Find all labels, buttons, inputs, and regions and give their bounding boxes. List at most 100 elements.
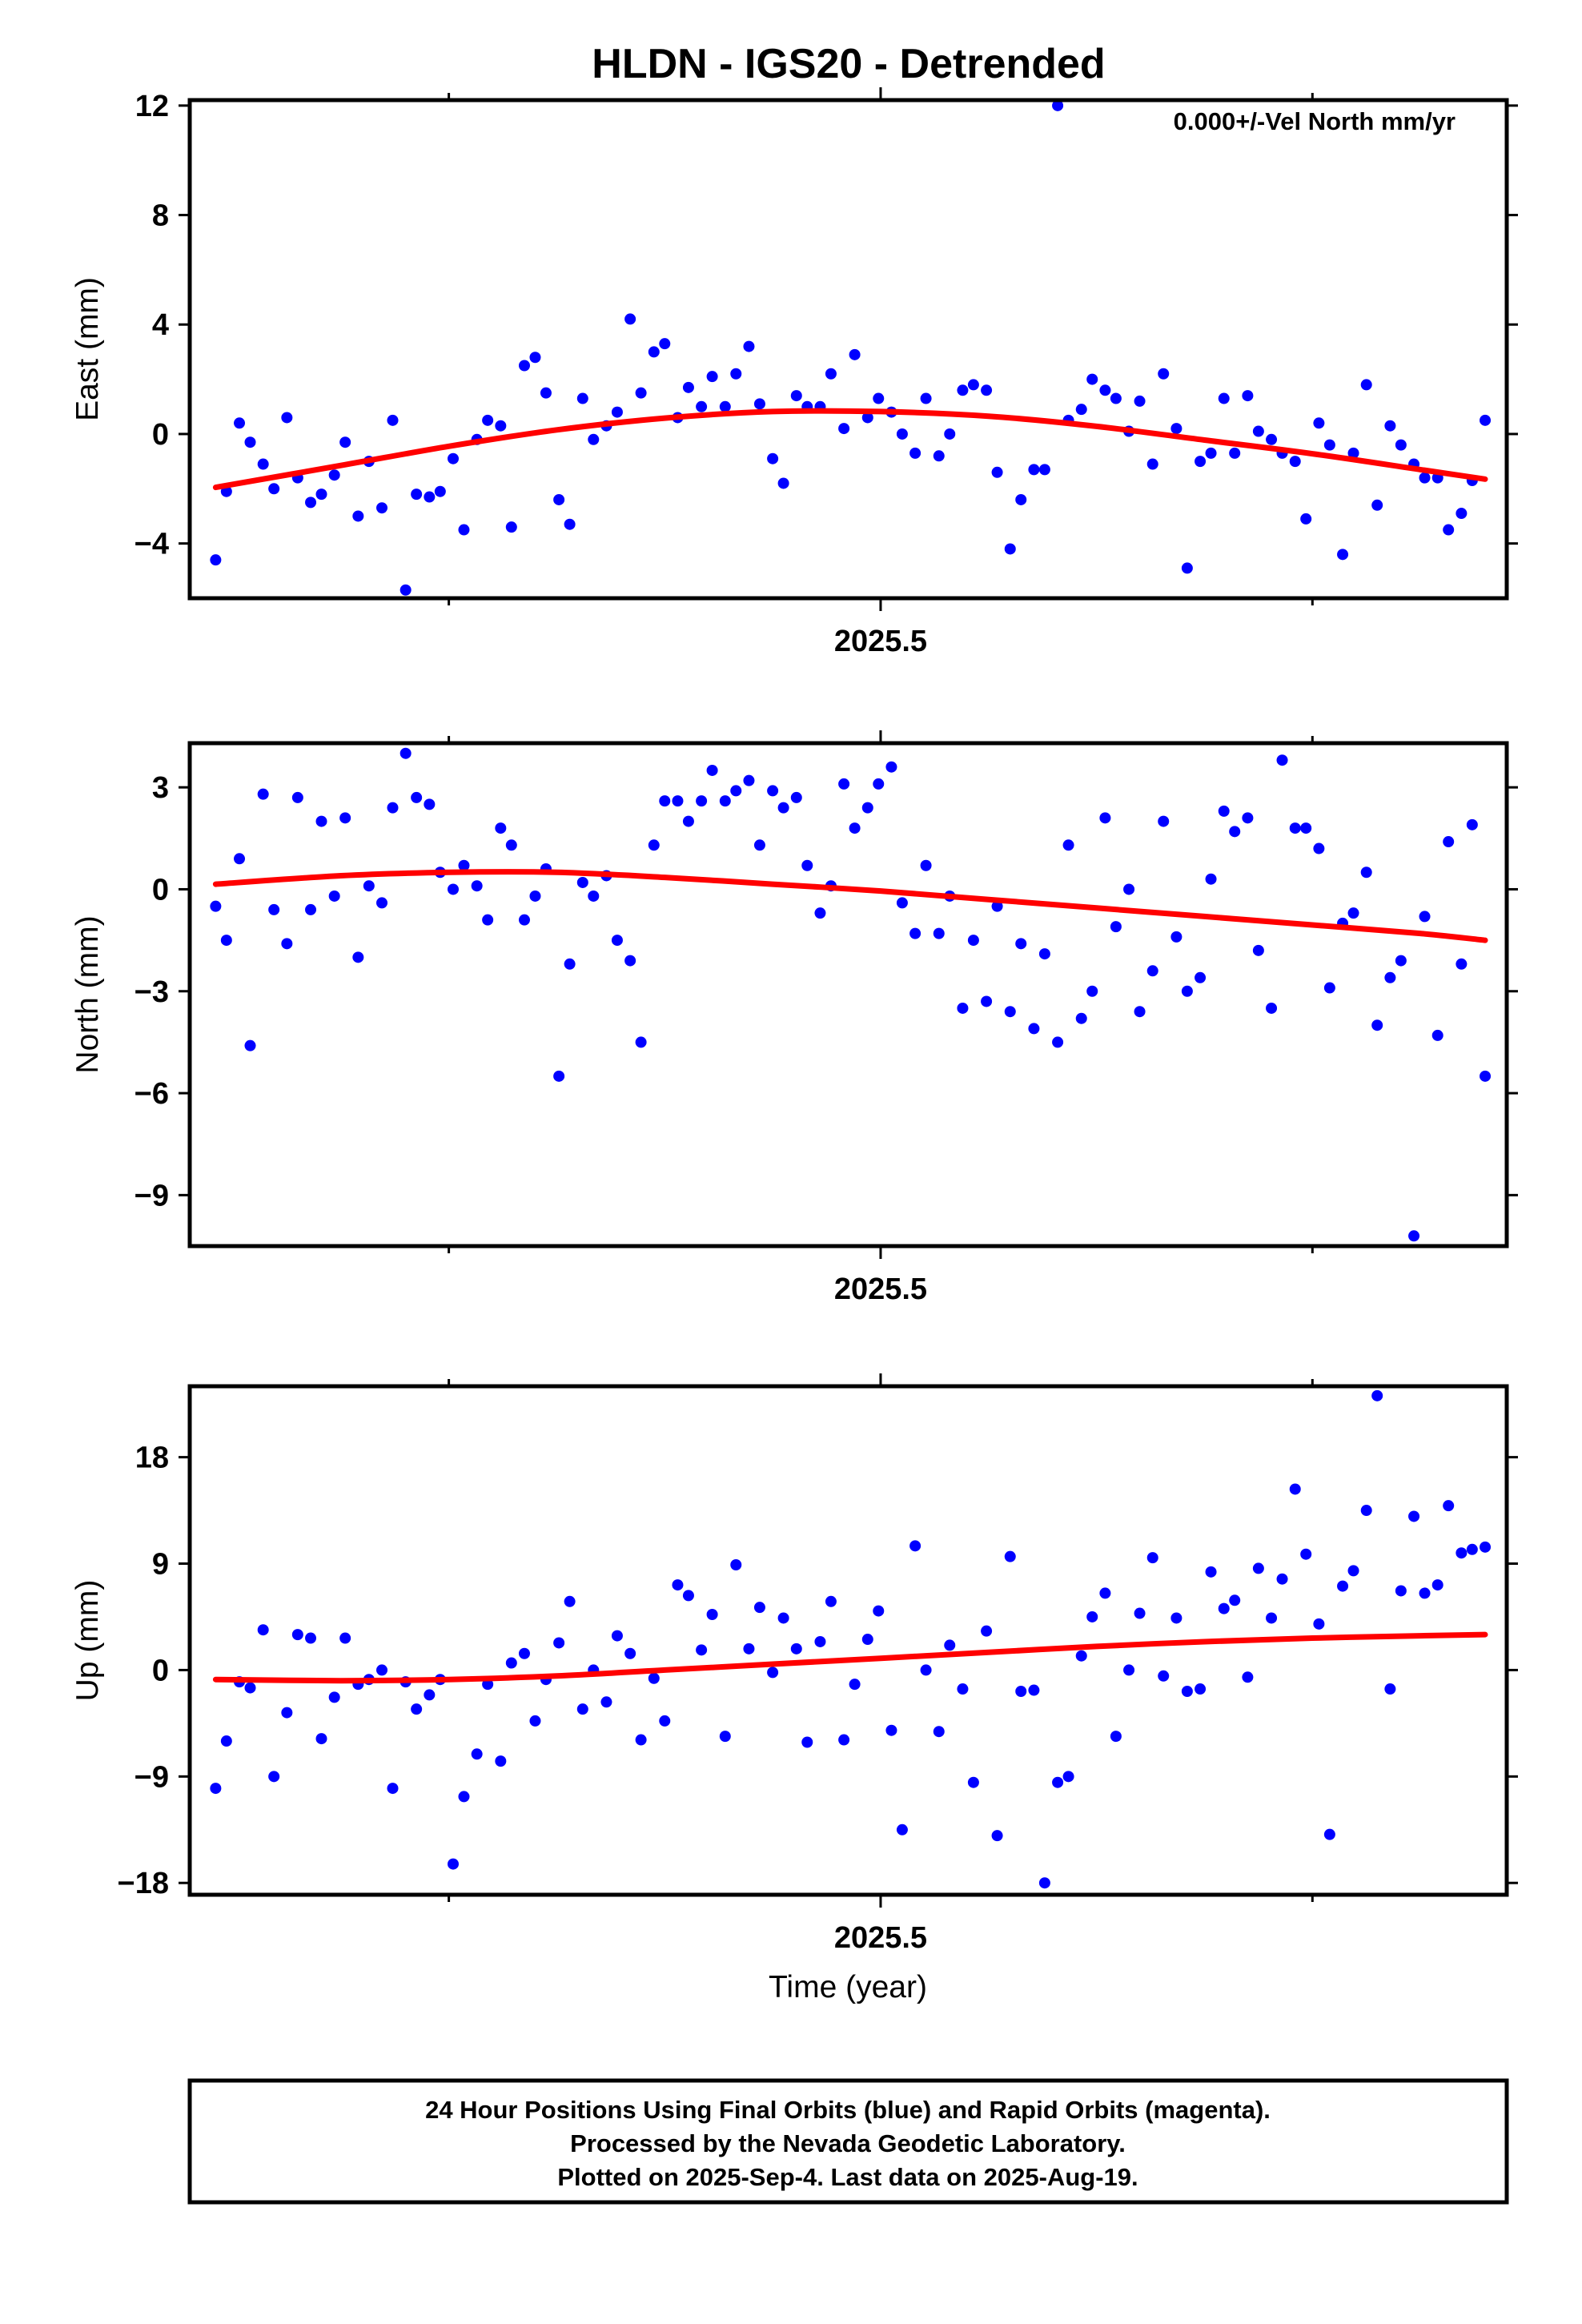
footer-line-2: Processed by the Nevada Geodetic Laborat… — [570, 2129, 1126, 2157]
east-point-70 — [1038, 464, 1050, 476]
up-point-39 — [672, 1579, 684, 1591]
up-point-42 — [706, 1609, 718, 1621]
north-point-89 — [1266, 1002, 1278, 1014]
north-ytick-label-1: −6 — [135, 1077, 169, 1111]
east-point-93 — [1313, 417, 1325, 429]
north-point-80 — [1158, 815, 1170, 827]
north-point-99 — [1384, 971, 1396, 983]
north-point-94 — [1323, 982, 1335, 994]
east-point-21 — [458, 524, 470, 536]
north-point-60 — [920, 859, 932, 871]
north-point-29 — [553, 1070, 565, 1082]
east-point-61 — [933, 450, 945, 462]
east-point-10 — [328, 469, 340, 481]
up-point-92 — [1300, 1548, 1312, 1560]
east-point-94 — [1323, 439, 1335, 451]
up-point-22 — [471, 1748, 483, 1760]
north-point-76 — [1110, 921, 1122, 933]
up-ytick-label-2: 0 — [152, 1654, 169, 1687]
east-point-107 — [1480, 414, 1492, 426]
east-point-56 — [873, 392, 885, 404]
north-point-30 — [564, 958, 576, 970]
up-point-88 — [1252, 1562, 1264, 1574]
north-point-104 — [1443, 836, 1455, 848]
east-point-38 — [659, 338, 671, 350]
east-point-36 — [635, 387, 647, 399]
north-point-54 — [849, 822, 861, 834]
east-xtick-label: 2025.5 — [834, 625, 927, 658]
east-point-15 — [387, 414, 399, 426]
north-point-55 — [861, 802, 873, 814]
up-point-63 — [957, 1683, 969, 1695]
east-point-52 — [825, 368, 837, 380]
north-point-85 — [1218, 805, 1230, 817]
up-point-104 — [1443, 1500, 1455, 1512]
east-point-11 — [339, 436, 351, 448]
north-point-40 — [682, 815, 694, 827]
up-point-71 — [1052, 1776, 1064, 1788]
east-point-49 — [790, 390, 802, 402]
north-point-73 — [1075, 1012, 1087, 1024]
north-frame — [187, 741, 1509, 1248]
up-point-4 — [257, 1624, 269, 1636]
east-point-86 — [1229, 447, 1241, 459]
north-point-63 — [957, 1002, 969, 1014]
up-point-41 — [696, 1644, 708, 1656]
up-point-83 — [1195, 1683, 1207, 1695]
north-point-0 — [210, 900, 222, 912]
north-point-67 — [1004, 1006, 1016, 1018]
north-point-13 — [363, 880, 375, 892]
north-point-98 — [1371, 1019, 1383, 1031]
east-point-83 — [1195, 456, 1207, 468]
east-ytick-label-3: 8 — [152, 199, 169, 233]
north-point-3 — [244, 1039, 256, 1051]
north-point-21 — [458, 859, 470, 871]
up-point-46 — [753, 1602, 765, 1614]
north-point-69 — [1028, 1023, 1040, 1035]
east-point-30 — [564, 518, 576, 530]
up-point-17 — [411, 1703, 423, 1715]
up-point-53 — [838, 1734, 850, 1746]
north-point-15 — [387, 802, 399, 814]
up-point-24 — [495, 1755, 507, 1767]
footer-line-3: Plotted on 2025-Sep-4. Last data on 2025… — [557, 2163, 1138, 2191]
east-frame — [187, 98, 1509, 601]
up-point-66 — [991, 1830, 1003, 1842]
up-point-81 — [1170, 1612, 1182, 1624]
north-point-42 — [706, 764, 718, 776]
up-point-33 — [600, 1696, 612, 1708]
east-point-16 — [400, 584, 412, 596]
north-xtick-label: 2025.5 — [834, 1273, 927, 1306]
up-point-85 — [1218, 1602, 1230, 1614]
north-point-74 — [1086, 985, 1098, 997]
up-point-1 — [220, 1735, 232, 1747]
up-point-61 — [933, 1726, 945, 1738]
north-point-22 — [471, 880, 483, 892]
east-point-45 — [743, 340, 755, 352]
east-point-4 — [257, 458, 269, 470]
north-point-23 — [482, 914, 494, 926]
up-point-35 — [624, 1647, 636, 1659]
north-point-38 — [659, 795, 671, 807]
north-point-20 — [448, 883, 459, 895]
up-point-11 — [339, 1632, 351, 1644]
north-point-100 — [1395, 955, 1407, 967]
east-point-89 — [1266, 433, 1278, 445]
north-point-78 — [1134, 1006, 1146, 1018]
north-point-32 — [588, 890, 600, 902]
north-point-35 — [624, 955, 636, 967]
chart-title: HLDN - IGS20 - Detrended — [592, 41, 1105, 87]
north-point-26 — [518, 914, 530, 926]
east-point-66 — [991, 466, 1003, 478]
north-point-16 — [400, 747, 412, 759]
east-ytick-label-0: −4 — [135, 528, 169, 561]
north-point-90 — [1276, 754, 1288, 766]
east-point-17 — [411, 489, 423, 501]
east-point-78 — [1134, 395, 1146, 407]
east-point-84 — [1205, 447, 1217, 459]
up-point-103 — [1431, 1579, 1443, 1591]
up-point-97 — [1360, 1505, 1372, 1517]
east-point-3 — [244, 436, 256, 448]
up-point-105 — [1456, 1547, 1468, 1559]
up-point-29 — [553, 1637, 565, 1649]
